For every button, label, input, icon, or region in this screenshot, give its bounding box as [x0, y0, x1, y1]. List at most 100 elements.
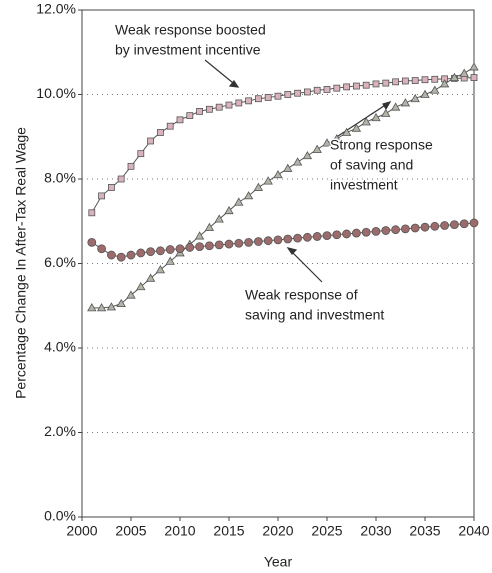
marker	[312, 144, 322, 153]
marker	[127, 162, 135, 170]
marker	[214, 214, 224, 223]
marker	[155, 265, 166, 274]
marker	[381, 226, 391, 235]
marker	[194, 231, 205, 240]
marker	[342, 229, 352, 239]
x-tick-label: 2025	[311, 523, 342, 539]
marker	[390, 102, 401, 111]
marker	[215, 103, 223, 111]
marker	[361, 117, 371, 126]
x-tick-label: 2005	[115, 523, 146, 539]
marker	[421, 76, 429, 84]
marker	[145, 273, 156, 282]
marker	[333, 84, 341, 92]
marker	[263, 176, 273, 185]
marker	[302, 232, 312, 242]
marker	[117, 175, 125, 183]
y-tick-label: 0.0%	[44, 508, 76, 524]
y-tick-label: 10.0%	[36, 85, 76, 101]
marker	[273, 235, 283, 245]
marker	[469, 62, 479, 71]
marker	[243, 191, 254, 200]
marker	[371, 112, 381, 122]
marker	[176, 116, 184, 124]
marker	[470, 74, 478, 81]
marker	[107, 250, 116, 260]
marker	[332, 230, 342, 240]
marker	[224, 205, 234, 215]
marker	[420, 222, 430, 232]
marker	[352, 82, 360, 90]
marker	[341, 127, 352, 136]
marker	[137, 150, 145, 158]
marker	[136, 248, 146, 258]
y-tick-label: 8.0%	[44, 170, 76, 186]
marker	[439, 79, 450, 88]
y-tick-label: 12.0%	[36, 1, 76, 17]
marker	[332, 134, 342, 143]
marker	[156, 129, 164, 136]
marker	[204, 241, 214, 251]
marker	[293, 233, 303, 243]
annotation: saving and investment	[245, 307, 384, 323]
x-tick-label: 2020	[262, 523, 293, 539]
x-tick-label: 2040	[458, 523, 489, 539]
marker	[196, 108, 204, 115]
marker	[284, 91, 292, 98]
annotation: of saving and	[330, 157, 413, 173]
marker	[155, 246, 165, 256]
marker	[381, 108, 391, 117]
marker	[430, 221, 440, 231]
marker	[254, 95, 262, 103]
marker	[116, 252, 126, 262]
marker	[303, 88, 311, 96]
marker	[469, 218, 479, 228]
marker	[166, 122, 174, 130]
marker	[126, 250, 136, 260]
x-tick-label: 2000	[66, 523, 97, 539]
marker	[235, 99, 243, 107]
marker	[420, 89, 430, 98]
series-line	[91, 222, 475, 258]
marker	[253, 182, 264, 191]
series-line	[91, 66, 475, 309]
marker	[245, 97, 253, 105]
annotation: Strong response	[330, 137, 433, 153]
marker	[312, 232, 322, 241]
marker	[322, 231, 332, 241]
marker	[283, 163, 293, 172]
marker	[323, 86, 331, 93]
annotation: Weak response boosted	[115, 22, 266, 38]
marker	[87, 303, 97, 312]
y-tick-label: 6.0%	[44, 254, 76, 270]
marker	[214, 240, 224, 250]
marker	[391, 225, 401, 235]
marker	[136, 281, 146, 291]
marker	[449, 72, 460, 81]
marker	[392, 78, 400, 86]
marker	[411, 77, 419, 84]
marker	[204, 222, 215, 231]
annotation: by investment incentive	[115, 42, 261, 58]
marker	[351, 228, 361, 238]
marker	[87, 237, 97, 247]
marker	[322, 138, 332, 147]
series-line	[91, 77, 475, 214]
marker	[410, 93, 420, 103]
marker	[244, 237, 254, 247]
marker	[224, 239, 234, 249]
marker	[302, 150, 313, 160]
marker	[274, 92, 282, 100]
marker	[431, 75, 439, 83]
marker	[449, 220, 459, 230]
y-tick-label: 4.0%	[44, 339, 76, 355]
marker	[205, 105, 213, 113]
marker	[313, 86, 321, 94]
marker	[292, 157, 303, 166]
x-tick-label: 2015	[213, 523, 244, 539]
x-tick-label: 2030	[360, 523, 391, 539]
marker	[96, 303, 107, 312]
marker	[440, 221, 450, 230]
marker	[234, 238, 244, 248]
x-tick-label: 2035	[409, 523, 440, 539]
